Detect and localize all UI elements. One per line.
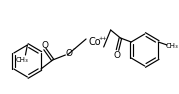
Text: CH₃: CH₃ (166, 43, 178, 49)
Text: O: O (113, 50, 120, 60)
Text: ⁻: ⁻ (72, 49, 76, 53)
Text: CH₃: CH₃ (15, 57, 28, 63)
Text: Co: Co (89, 37, 101, 47)
Text: ++: ++ (99, 36, 107, 41)
Text: O: O (41, 41, 48, 50)
Text: O: O (66, 50, 73, 58)
